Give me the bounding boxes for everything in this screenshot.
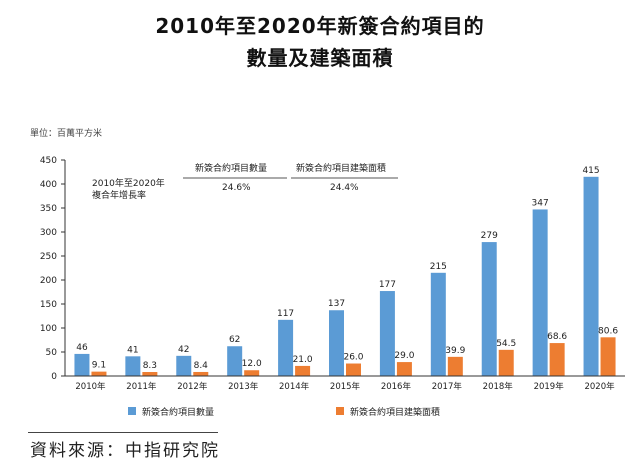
x-axis: 2010年 2011年 2012年 2013年 2014年 2015年 2016年 2017年… [65, 375, 625, 392]
legend-label-area: 新簽合約項目建築面積 [350, 406, 440, 418]
bar-count [176, 355, 192, 376]
data-label-count: 42 [178, 345, 189, 355]
data-label-area: 26.0 [343, 353, 363, 363]
cagr-item-count-value: 24.6% [222, 183, 251, 193]
cagr-label-line2: 複合年增長率 [92, 189, 146, 201]
bar-chart: 單位：百萬平方米 2010年至2020年 複合年增長率 新簽合約項目數量 24.… [30, 127, 625, 418]
unit-label: 單位：百萬平方米 [30, 127, 102, 139]
bar-area [91, 371, 107, 376]
y-tick-label: 350 [40, 204, 57, 214]
bar-count [430, 272, 446, 376]
data-label-area: 39.9 [445, 346, 465, 356]
y-axis: 0 50 100 150 200 250 300 350 400 450 [40, 156, 66, 382]
x-tick-label: 2016年 [381, 381, 412, 392]
bar-area [549, 343, 565, 376]
x-tick-label: 2015年 [330, 381, 361, 392]
chart-title-line2: 數量及建築面積 [246, 46, 394, 70]
data-label-count: 46 [76, 343, 88, 353]
data-label-area: 29.0 [394, 351, 414, 361]
data-label-count: 415 [582, 166, 599, 176]
data-label-count: 137 [328, 299, 345, 309]
bar-area [142, 372, 158, 376]
bar-count [329, 310, 344, 376]
cagr-item-count-label: 新簽合約項目數量 [195, 162, 267, 174]
data-label-count: 117 [277, 309, 294, 319]
x-tick-label: 2018年 [483, 381, 514, 392]
data-label-count: 41 [127, 345, 138, 355]
x-tick-label: 2013年 [228, 381, 259, 392]
data-label-area: 12.0 [242, 359, 262, 369]
x-tick-label: 2020年 [584, 381, 615, 392]
data-label-area: 9.1 [92, 361, 106, 371]
y-tick-label: 50 [46, 348, 58, 358]
data-label-area: 68.6 [547, 332, 567, 342]
x-tick-label: 2019年 [534, 381, 565, 392]
y-tick-label: 200 [40, 276, 57, 286]
legend-label-count: 新簽合約項目數量 [142, 406, 214, 418]
chart-title-line1: 2010年至2020年新簽合約項目的 [155, 14, 485, 38]
source-note: 資料來源：中指研究院 [30, 441, 220, 461]
legend-swatch-count [128, 407, 136, 415]
data-label-area: 21.0 [293, 355, 313, 365]
bar-area [396, 362, 412, 376]
bar-count [74, 353, 90, 376]
data-label-area: 80.6 [598, 326, 618, 336]
source-rule [28, 432, 218, 433]
bar-count [583, 176, 599, 376]
x-tick-label: 2012年 [177, 381, 208, 392]
bar-area [295, 365, 311, 376]
y-tick-label: 450 [40, 156, 57, 166]
bar-area [193, 371, 209, 376]
data-label-count: 215 [430, 262, 447, 272]
x-tick-label: 2011年 [126, 381, 157, 392]
data-label-area: 54.5 [496, 339, 516, 349]
bar-count [278, 319, 294, 376]
data-label-count: 347 [532, 198, 549, 208]
bar-count [379, 291, 395, 376]
y-tick-label: 250 [40, 252, 57, 262]
bar-count [532, 209, 548, 376]
bars: 46 41 42 62 117 137 177 215 279 347 415 9.1 8.3 8.4 12… [74, 166, 618, 376]
bar-area [346, 363, 361, 376]
bar-area [244, 370, 260, 376]
cagr-item-area-label: 新簽合約項目建築面積 [296, 162, 386, 174]
data-label-area: 8.3 [143, 361, 157, 371]
data-label-area: 8.4 [194, 361, 209, 371]
x-tick-label: 2017年 [432, 381, 463, 392]
y-tick-label: 300 [40, 228, 57, 238]
cagr-label-line1: 2010年至2020年 [92, 177, 165, 189]
x-tick-label: 2014年 [279, 381, 310, 392]
data-label-count: 279 [481, 231, 498, 241]
bar-area [447, 356, 463, 376]
x-tick-label: 2010年 [75, 381, 106, 392]
bar-area [600, 337, 616, 376]
bar-area [498, 349, 514, 376]
bar-count [125, 356, 141, 376]
y-tick-label: 400 [40, 180, 57, 190]
data-label-count: 62 [229, 335, 240, 345]
y-tick-label: 100 [40, 324, 57, 334]
bar-count [227, 346, 243, 376]
bar-count [481, 242, 497, 376]
legend-swatch-area [336, 407, 344, 415]
y-tick-label: 0 [51, 372, 57, 382]
cagr-item-area-value: 24.4% [330, 183, 359, 193]
data-label-count: 177 [379, 280, 396, 290]
y-tick-label: 150 [40, 300, 57, 310]
